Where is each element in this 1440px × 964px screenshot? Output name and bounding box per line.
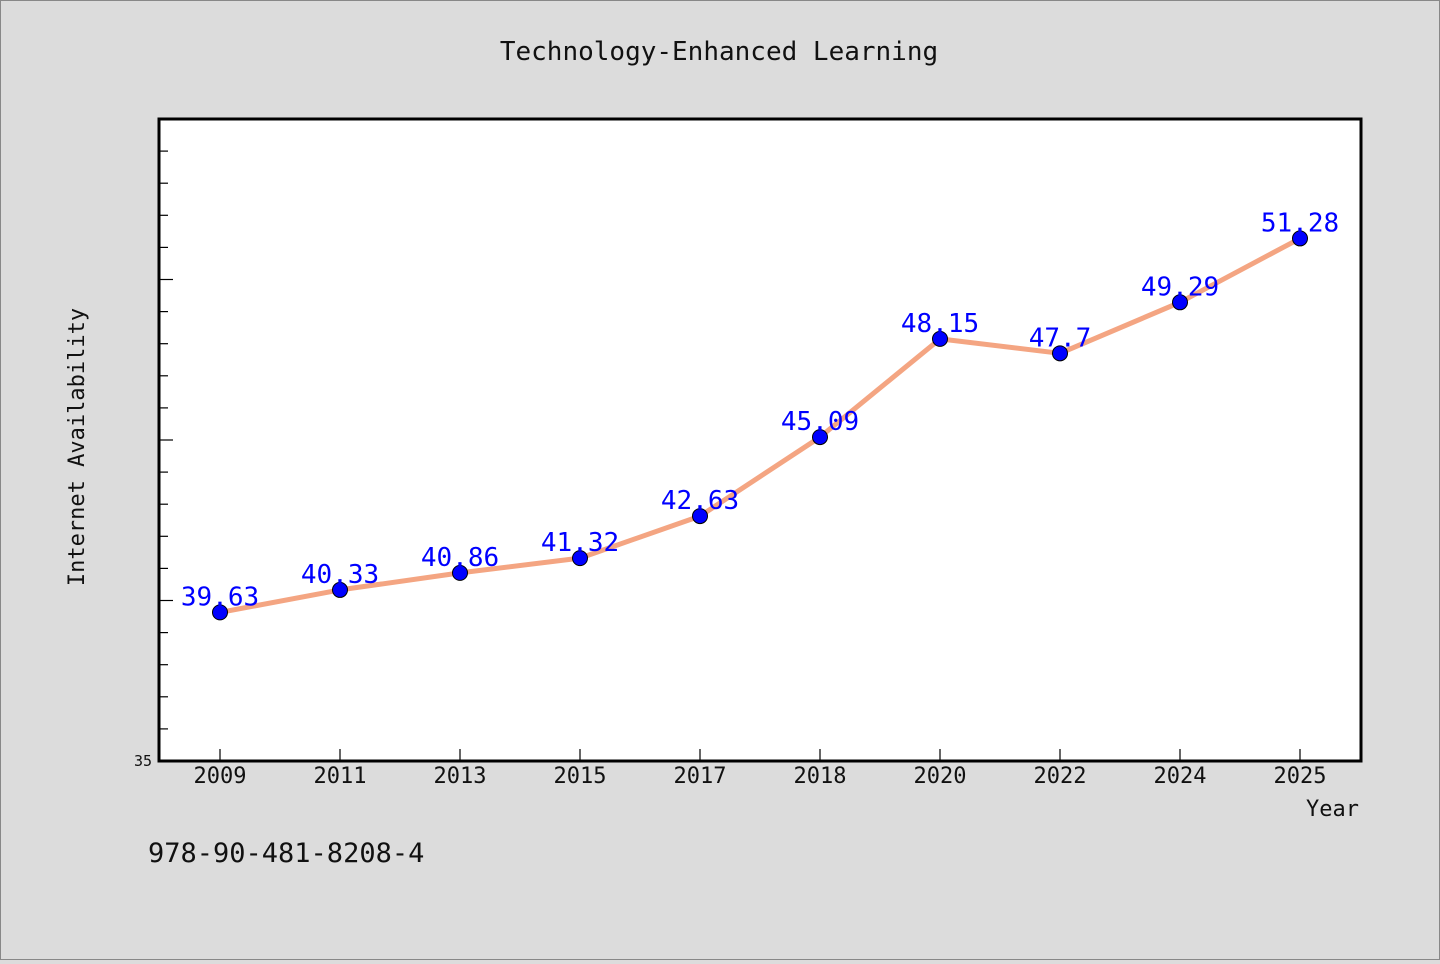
x-axis-label: Year [1306, 797, 1359, 822]
data-point [1052, 345, 1068, 362]
data-label: 45.09 [781, 407, 859, 437]
data-label: 39.63 [181, 582, 259, 612]
isbn-text: 978-90-481-8208-4 [148, 838, 424, 869]
data-label: 51.28 [1261, 208, 1339, 238]
data-point [812, 429, 828, 446]
data-label: 40.86 [421, 543, 499, 573]
data-point [572, 550, 588, 567]
x-tick-label: 2013 [434, 764, 487, 789]
x-tick-label: 2025 [1274, 764, 1327, 789]
data-point [332, 581, 348, 598]
y-axis-ticks [159, 150, 173, 730]
data-point [1172, 294, 1188, 311]
x-tick-label: 2022 [1034, 764, 1087, 789]
data-point [1292, 230, 1308, 247]
data-label: 49.29 [1141, 272, 1219, 302]
data-label: 47.7 [1029, 323, 1092, 353]
x-tick-label: 2015 [554, 764, 607, 789]
series-markers [212, 230, 1308, 621]
x-tick-label: 2018 [794, 764, 847, 789]
data-label: 48.15 [901, 309, 979, 339]
x-tick-label: 2009 [194, 764, 247, 789]
series-line [217, 235, 1303, 615]
plot-area [157, 117, 1363, 763]
x-tick-label: 2011 [314, 764, 367, 789]
y-tick-label: 35 [134, 752, 152, 770]
x-tick-label: 2017 [674, 764, 727, 789]
data-point [452, 564, 468, 581]
chart-title: Technology-Enhanced Learning [500, 37, 938, 67]
data-labels: 39.63 40.33 40.86 41.32 42.63 45.09 48.15 47.7 4… [181, 208, 1339, 612]
data-point [932, 330, 948, 347]
y-axis-label: Internet Availability [65, 308, 90, 586]
data-point [212, 604, 228, 621]
x-tick-label: 2024 [1154, 764, 1207, 789]
data-label: 42.63 [661, 486, 739, 516]
x-axis-ticks [219, 749, 1301, 761]
data-label: 40.33 [301, 560, 379, 590]
x-tick-label: 2020 [914, 764, 967, 789]
data-label: 41.32 [541, 528, 619, 558]
x-axis-tick-labels: 2009 2011 2013 2015 2017 2018 2020 2022 2024 2025 [194, 764, 1327, 789]
data-point [692, 508, 708, 525]
